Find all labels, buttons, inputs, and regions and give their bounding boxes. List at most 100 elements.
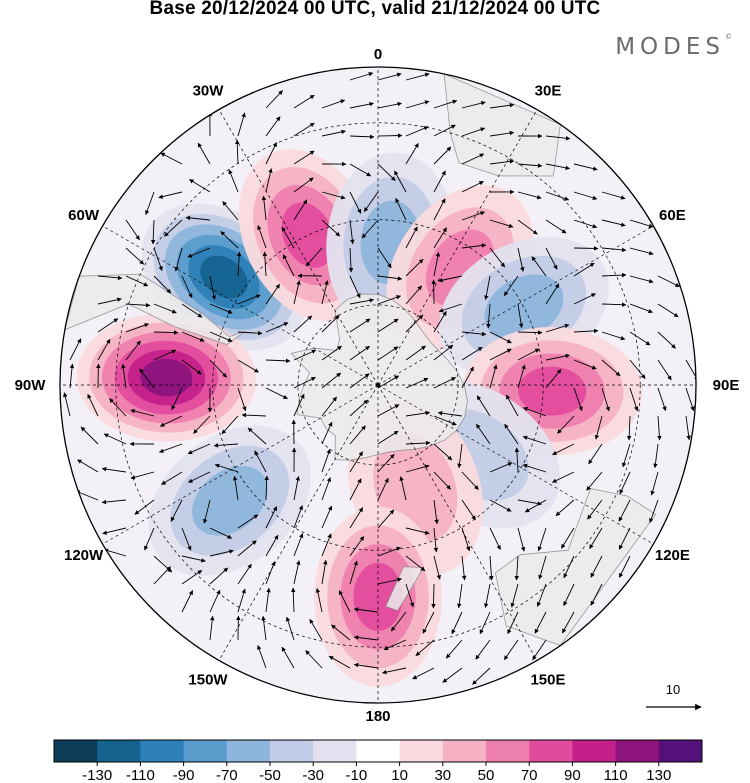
wind-arrow <box>573 262 595 277</box>
wind-arrow <box>657 387 667 412</box>
wind-arrow <box>282 254 295 277</box>
wind-arrow <box>265 168 273 193</box>
colorbar-label: -10 <box>346 767 368 783</box>
anomaly-contour <box>518 366 587 416</box>
wind-arrow <box>87 393 99 417</box>
wind-arrow <box>293 393 305 417</box>
wind-arrow <box>433 377 457 389</box>
wind-arrow <box>382 667 407 675</box>
colorbar-swatch <box>54 740 98 762</box>
wind-arrow <box>415 639 435 657</box>
wind-arrow <box>349 101 374 109</box>
wind-arrow <box>237 112 246 137</box>
wind-arrow <box>405 377 429 389</box>
wind-arrow <box>349 72 374 81</box>
wind-arrow <box>537 527 547 552</box>
wind-arrow <box>517 191 542 200</box>
wind-arrow <box>377 133 403 138</box>
colorbar-swatch <box>529 740 573 762</box>
meridian-line <box>218 384 379 661</box>
longitude-label: 60W <box>68 207 100 224</box>
wind-arrow <box>405 555 426 572</box>
wind-arrow <box>321 396 337 417</box>
wind-arrow <box>538 555 547 580</box>
wind-arrow <box>517 247 525 272</box>
wind-arrow <box>522 463 547 473</box>
wind-arrow <box>237 514 259 529</box>
wind-arrow <box>265 587 271 613</box>
wind-arrow <box>349 399 369 417</box>
wind-arrow <box>476 395 491 417</box>
wind-arrow <box>293 475 300 501</box>
wind-arrow <box>517 499 543 506</box>
wind-arrow <box>109 398 127 417</box>
wind-arrow <box>587 499 603 520</box>
wind-arrow <box>153 349 177 361</box>
wind-arrow <box>181 590 194 613</box>
wind-arrow <box>291 587 296 613</box>
wind-arrow <box>101 499 127 505</box>
wind-arrow <box>405 527 430 535</box>
wind-arrow <box>377 577 402 585</box>
wind-arrow <box>573 219 598 229</box>
wind-arrow <box>563 555 575 579</box>
wind-arrow <box>97 297 122 305</box>
wind-arrow <box>349 478 362 501</box>
wind-arrow <box>523 406 547 417</box>
wind-arrow <box>489 103 515 109</box>
longitude-label: 30W <box>193 83 225 100</box>
wind-arrow <box>187 247 211 258</box>
wind-arrow <box>321 448 331 473</box>
wind-arrow <box>461 471 479 490</box>
wind-arrow <box>130 471 155 480</box>
wind-arrow <box>193 415 211 434</box>
wind-arrow <box>187 443 211 455</box>
wind-arrow <box>545 135 571 141</box>
wind-arrow <box>433 227 447 249</box>
wind-arrow <box>153 330 179 335</box>
wind-arrow <box>629 359 646 379</box>
wind-arrow <box>185 215 211 221</box>
wind-arrow <box>405 226 418 249</box>
wind-arrow <box>321 191 346 200</box>
wind-arrow <box>405 583 415 608</box>
wind-arrow <box>438 275 463 283</box>
colorbar-label: 70 <box>521 767 538 783</box>
wind-arrow <box>601 302 627 307</box>
wind-arrow <box>349 163 372 177</box>
longitude-label: 0 <box>374 46 382 63</box>
wind-arrow <box>483 583 491 609</box>
longitude-labels: 0 30E 60E 90E 120E 150E 180 150W 120W 90W 60W 30W <box>15 46 740 725</box>
wind-arrow <box>601 331 626 341</box>
wind-arrow <box>461 527 471 552</box>
wind-arrow <box>412 667 435 680</box>
wind-arrow <box>573 387 583 412</box>
wind-arrow <box>657 303 679 318</box>
wind-arrow <box>150 219 156 245</box>
wind-arrow <box>158 191 183 199</box>
wind-arrow <box>486 303 491 329</box>
wind-arrow <box>315 588 323 613</box>
wind-arrow <box>489 130 515 137</box>
meridian-line <box>102 225 379 386</box>
wind-arrow <box>293 280 301 305</box>
wind-arrow <box>657 275 680 288</box>
wind-arrow <box>551 471 575 483</box>
map-title: Base 20/12/2024 00 UTC, valid 21/12/2024… <box>149 0 601 19</box>
map-border <box>59 66 697 704</box>
wind-arrow <box>461 331 487 337</box>
wind-arrow <box>629 219 654 228</box>
longitude-label: 120E <box>655 547 690 564</box>
wind-arrow <box>265 358 291 364</box>
wind-arrow <box>121 363 127 389</box>
wind-arrow <box>170 499 183 522</box>
wind-arrow <box>321 559 328 585</box>
wind-arrow <box>649 499 659 524</box>
wind-arrow <box>321 345 342 361</box>
wind-arrow <box>517 348 540 361</box>
wind-arrow <box>202 499 211 524</box>
wind-arrow <box>377 509 395 529</box>
wind-arrow <box>377 404 400 417</box>
wind-arrow <box>390 611 407 632</box>
longitude-label: 60E <box>659 207 686 224</box>
